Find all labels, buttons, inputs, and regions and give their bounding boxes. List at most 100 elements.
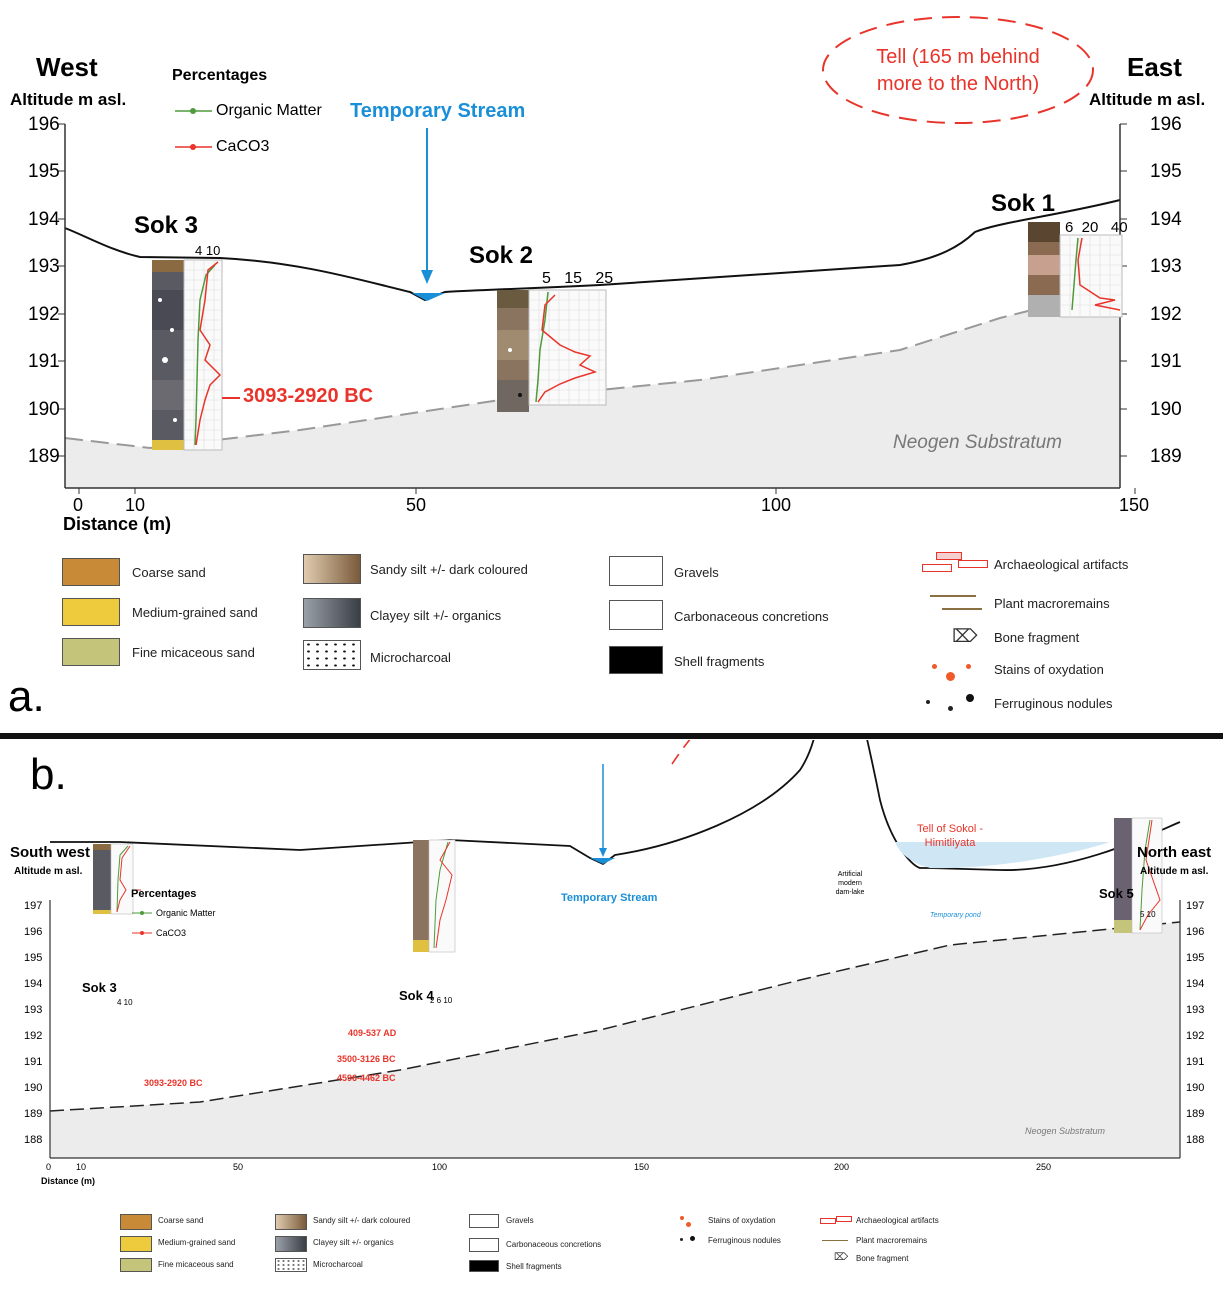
west-label: West <box>36 52 98 82</box>
ytick-right: 195 <box>1186 952 1205 964</box>
substratum-label: Neogen Substratum <box>1025 1126 1106 1136</box>
ytick-left: 191 <box>28 351 60 372</box>
legend-artifacts: Archaeological artifacts <box>820 1216 970 1246</box>
panel-b-diagram <box>49 617 1181 1159</box>
altitude-right-label: Altitude m asl. <box>1089 90 1206 109</box>
xtick: 0 <box>73 495 84 515</box>
xtick: 150 <box>1119 495 1150 515</box>
ytick-right: 193 <box>1186 1004 1205 1016</box>
dam-label: Artificial modern dam-lake <box>835 871 865 896</box>
legend-fine-sand: Fine micaceous sand <box>120 1258 260 1288</box>
ytick-left: 192 <box>24 1030 43 1042</box>
substratum-area <box>50 922 1180 1158</box>
tell-label: Tell of Sokol - Himitliyata <box>916 823 984 849</box>
ytick-left: 189 <box>28 446 60 467</box>
ytick-right: 188 <box>1186 1134 1205 1146</box>
sok3-label: Sok 3 <box>134 212 199 239</box>
xtick: 50 <box>406 495 427 515</box>
xtick: 50 <box>233 1162 244 1172</box>
x-axis-title: Distance (m) <box>41 1176 96 1186</box>
organic-matter-label: Organic Matter <box>156 908 216 918</box>
xtick: 10 <box>76 1162 87 1172</box>
caco3-label: CaCO3 <box>156 928 187 938</box>
xtick: 0 <box>46 1162 52 1172</box>
sok4-date-2: 3500-3126 BC <box>337 1054 396 1064</box>
ytick-right: 194 <box>1186 978 1205 990</box>
ytick-right: 189 <box>1186 1108 1205 1120</box>
x-axis-title: Distance (m) <box>63 514 172 534</box>
pond-label: Temporary pond <box>930 912 981 919</box>
x-axis <box>65 487 1136 494</box>
sok2-scale: 5 15 25 <box>542 270 614 287</box>
percentages-label: Percentages <box>172 67 268 84</box>
xtick: 250 <box>1036 1162 1052 1172</box>
temporary-pond <box>895 842 1110 869</box>
sok5-label: Sok 5 <box>1099 886 1134 901</box>
ytick-right: 190 <box>1186 1082 1205 1094</box>
altitude-right-label: Altitude m asl. <box>1140 866 1209 877</box>
left-axis <box>58 123 66 488</box>
legend-microcharcoal: Microcharcoal <box>275 1258 445 1288</box>
northeast-label: North east <box>1137 844 1212 861</box>
stream-water <box>412 293 445 301</box>
sok4-date-1: 409-537 AD <box>348 1028 397 1038</box>
ytick-right: 191 <box>1150 351 1182 372</box>
legend-coarse-sand: Coarse sand <box>120 1214 260 1244</box>
panel-b: b. South west Altitude m asl. North east… <box>0 617 1223 1276</box>
southwest-label: South west <box>10 844 91 861</box>
ytick-left: 194 <box>24 978 43 990</box>
ytick-left: 195 <box>24 952 43 964</box>
sok3-scale: 4 10 <box>117 998 133 1007</box>
sok1-core <box>1028 222 1123 318</box>
stream-label: Temporary Stream <box>561 892 658 904</box>
substratum-boundary <box>49 921 1181 1112</box>
stream-arrowhead <box>421 270 433 284</box>
legend-clayey-silt: Clayey silt +/- organics <box>275 1236 445 1266</box>
legend-lines-b <box>132 911 152 935</box>
tell-arc <box>671 617 1049 765</box>
xtick: 200 <box>834 1162 850 1172</box>
sok3-core-b <box>93 843 141 915</box>
xtick: 150 <box>634 1162 650 1172</box>
ytick-left: 190 <box>24 1082 43 1094</box>
percentages-label: Percentages <box>131 888 197 900</box>
altitude-left-label: Altitude m asl. <box>14 866 83 877</box>
panel-a-letter: a. <box>8 672 45 721</box>
panel-a-diagram <box>58 16 1136 494</box>
legend-medium-sand: Medium-grained sand <box>120 1236 260 1266</box>
legend-lines-a <box>175 108 212 150</box>
sok3-date: 3093-2920 BC <box>243 385 374 407</box>
organic-matter-label: Organic Matter <box>216 102 322 119</box>
sok2-label: Sok 2 <box>469 242 534 269</box>
ytick-left: 188 <box>24 1134 43 1146</box>
legend-carbonaceous: Carbonaceous concretions <box>469 1238 639 1268</box>
legend-ferruginous: Ferruginous nodules <box>676 1234 816 1264</box>
legend-bone: ⌦ Bone fragment <box>834 1252 909 1263</box>
altitude-left-label: Altitude m asl. <box>10 90 127 109</box>
ytick-left: 193 <box>24 1004 43 1016</box>
ytick-left: 197 <box>24 900 43 912</box>
ytick-right: 189 <box>1150 446 1182 467</box>
sok3-scale: 4 10 <box>195 243 221 258</box>
east-label: East <box>1127 52 1182 82</box>
legend-artifacts: Archaeological artifacts <box>922 552 1182 582</box>
ytick-right: 196 <box>1186 926 1205 938</box>
substratum-area <box>65 288 1120 488</box>
tell-label: Tell (165 m behind more to the North) <box>876 46 1040 95</box>
ytick-left: 190 <box>28 399 60 420</box>
ytick-left: 189 <box>24 1108 43 1120</box>
sok3-label: Sok 3 <box>82 980 117 995</box>
legend-gravels: Gravels <box>609 556 849 586</box>
legend-plant: Plant macroremains <box>820 1236 970 1266</box>
ytick-right: 196 <box>1150 114 1182 135</box>
legend-ferruginous: Ferruginous nodules <box>922 692 1182 722</box>
legend-shell: Shell fragments <box>469 1260 639 1290</box>
legend-gravels: Gravels <box>469 1214 639 1244</box>
ytick-left: 194 <box>28 209 60 230</box>
xtick: 100 <box>761 495 792 515</box>
ground-surface <box>64 199 1121 302</box>
sok3-date: 3093-2920 BC <box>144 1078 203 1088</box>
legend-shell: Shell fragments <box>609 646 849 676</box>
xtick: 100 <box>432 1162 448 1172</box>
legend-medium-sand: Medium-grained sand <box>62 598 292 628</box>
